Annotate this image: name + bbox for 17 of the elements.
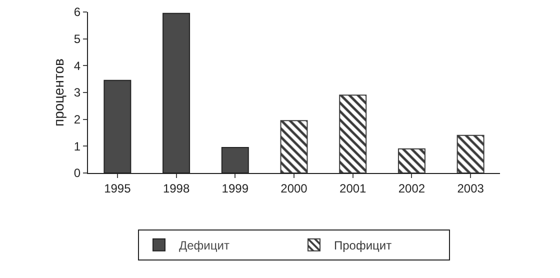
y-tick-label: 3	[74, 86, 81, 100]
y-tick-label: 6	[74, 5, 81, 20]
y-tick-label: 4	[74, 58, 81, 73]
x-tick-label: 2000	[280, 181, 308, 196]
legend-label: Дефицит	[179, 238, 230, 253]
x-tick-label: 2002	[398, 181, 426, 196]
x-tick-label: 1999	[222, 181, 249, 196]
y-tick-label: 5	[74, 32, 81, 46]
y-axis-title: процентов	[50, 58, 67, 127]
y-tick-label: 2	[74, 112, 81, 127]
x-tick-label: 1995	[104, 181, 132, 196]
text: Профицит	[334, 238, 392, 253]
x-tick-label: 2001	[340, 181, 367, 196]
x-tick-label: 1998	[162, 181, 190, 196]
x-tick-label: 2003	[457, 181, 484, 196]
y-tick-label: 0	[74, 166, 81, 180]
y-tick-label: 1	[74, 139, 81, 154]
